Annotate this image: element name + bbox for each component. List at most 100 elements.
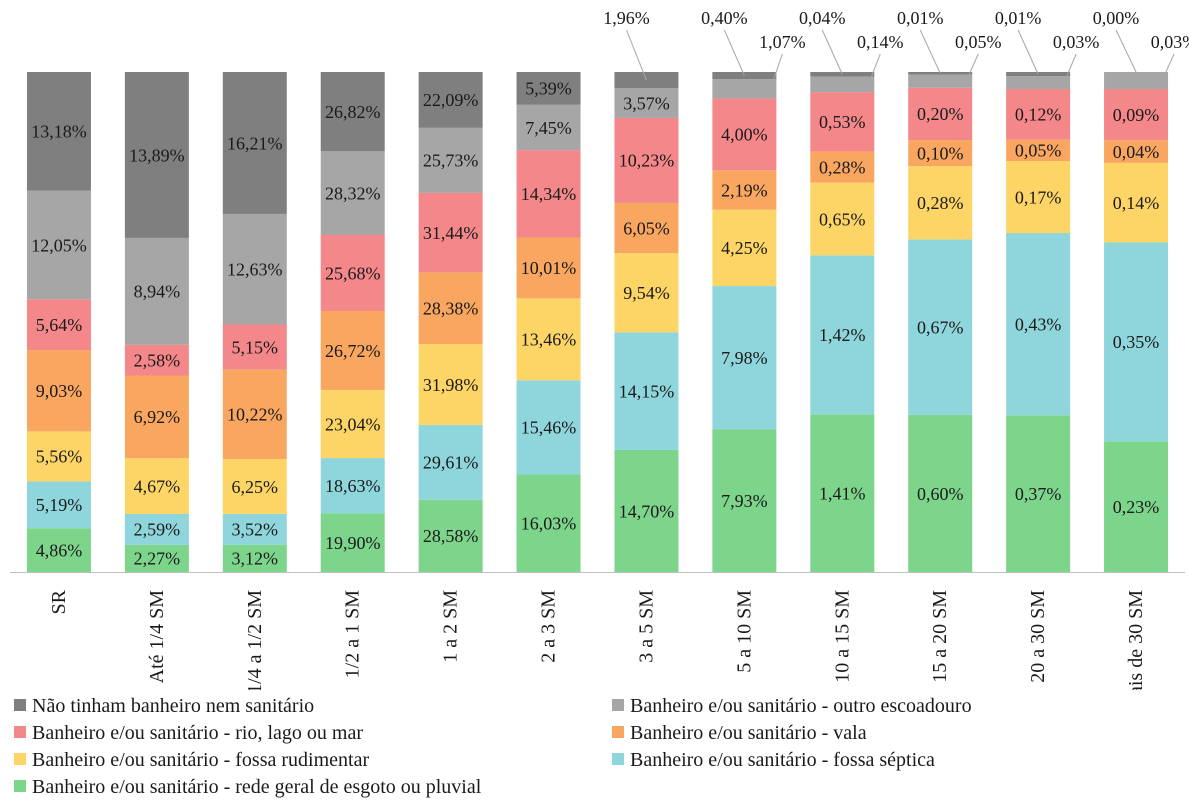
bar-segment xyxy=(320,151,385,236)
data-label: 13,18% xyxy=(31,122,87,142)
data-label: 5,56% xyxy=(36,447,83,467)
data-label: 7,93% xyxy=(721,491,768,511)
data-label: 6,05% xyxy=(623,218,670,238)
data-label: 0,23% xyxy=(1113,497,1160,517)
bar-segment xyxy=(516,150,581,238)
data-label: 9,54% xyxy=(623,283,670,303)
data-label: 0,28% xyxy=(819,157,866,177)
bar-segment xyxy=(222,369,287,460)
legend-item: Banheiro e/ou sanitário - fossa rudiment… xyxy=(14,748,369,772)
leader-line xyxy=(919,29,941,74)
data-label: 3,12% xyxy=(232,549,279,569)
legend-label: Banheiro e/ou sanitário - vala xyxy=(630,722,867,744)
data-label: 0,03% xyxy=(1053,32,1100,52)
bar-segment xyxy=(712,170,777,210)
data-label: 14,34% xyxy=(521,184,577,204)
bar-segment xyxy=(614,88,679,118)
bar-segment xyxy=(320,310,385,390)
bar-segment xyxy=(516,104,581,151)
data-label: 31,44% xyxy=(423,223,479,243)
legend-swatch xyxy=(612,753,624,765)
bar-segment xyxy=(614,202,679,254)
data-label: 5,19% xyxy=(36,495,83,515)
data-label: 4,86% xyxy=(36,540,83,560)
bar-segment xyxy=(124,237,189,345)
data-label: 9,03% xyxy=(36,381,83,401)
leader-line xyxy=(1115,29,1137,73)
data-label: 7,45% xyxy=(525,118,572,138)
bar-segment xyxy=(124,458,189,514)
bar-segment xyxy=(908,140,973,167)
data-label: 2,27% xyxy=(134,549,181,569)
bar-segment xyxy=(26,190,91,300)
data-label: 13,89% xyxy=(129,145,185,165)
bar-segment xyxy=(712,429,777,572)
data-label: 26,82% xyxy=(325,102,381,122)
leader-line xyxy=(723,29,745,76)
stacked-bar-chart: 4,86% 5,19% 5,56% 9,03% 5,64% 12,05% 13,18% SR 2… xyxy=(10,8,1189,713)
bar-segment xyxy=(1104,89,1169,141)
legend-label: Banheiro e/ou sanitário - rede geral de … xyxy=(32,776,482,798)
bar-segment xyxy=(222,213,287,325)
bar-segment xyxy=(124,513,189,545)
legend-swatch xyxy=(14,780,26,792)
leader-line xyxy=(1063,53,1077,83)
bar-segment xyxy=(320,389,385,459)
bar-segment xyxy=(516,237,581,299)
bar-segment xyxy=(1104,140,1169,163)
data-label: 4,67% xyxy=(134,476,181,496)
category-label: 5 a 10 SM xyxy=(733,590,755,673)
data-label: 0,37% xyxy=(1015,484,1062,504)
category-label: 10 a 15 SM xyxy=(831,590,853,683)
data-label: 0,43% xyxy=(1015,314,1062,334)
category-label: 3 a 5 SM xyxy=(635,590,657,663)
data-label: 0,67% xyxy=(917,318,964,338)
leader-line xyxy=(769,53,783,89)
data-label: 31,98% xyxy=(423,375,479,395)
category-label: Mais de 30 SM xyxy=(1125,590,1147,690)
category-label: 20 a 30 SM xyxy=(1027,590,1049,683)
data-label: 12,63% xyxy=(227,260,283,280)
data-label: 3,52% xyxy=(232,520,279,540)
data-label: 25,68% xyxy=(325,263,381,283)
legend-label: Banheiro e/ou sanitário - fossa rudiment… xyxy=(32,749,370,771)
legend-swatch xyxy=(612,726,624,738)
bar-segment xyxy=(320,72,385,152)
data-label: 0,10% xyxy=(917,143,964,163)
bar-segment xyxy=(222,72,287,214)
bar-segment xyxy=(614,117,679,203)
bar-segment xyxy=(1104,441,1169,572)
bar-segment xyxy=(1006,160,1071,234)
bar-segment xyxy=(810,182,875,256)
bar-segment xyxy=(124,344,189,376)
bar-segment xyxy=(26,431,91,482)
bar-segment xyxy=(516,474,581,572)
bar-segment xyxy=(614,449,679,572)
data-label: 0,09% xyxy=(1113,105,1160,125)
legend-item: Banheiro e/ou sanitário - vala xyxy=(612,721,867,745)
bar-segment xyxy=(1104,242,1169,442)
data-label: 10,22% xyxy=(227,405,283,425)
data-label: 10,01% xyxy=(521,258,577,278)
legend-label: Banheiro e/ou sanitário - fossa séptica xyxy=(630,749,935,771)
data-label: 0,60% xyxy=(917,484,964,504)
data-label: 2,58% xyxy=(134,350,181,370)
data-label: 22,09% xyxy=(423,90,479,110)
legend-label: Banheiro e/ou sanitário - outro escoadou… xyxy=(630,695,972,717)
bar-segment xyxy=(418,192,483,273)
bar-segment xyxy=(26,350,91,432)
data-label: 0,28% xyxy=(917,193,964,213)
bar-segment xyxy=(1104,72,1169,90)
category-label: 15 a 20 SM xyxy=(929,590,951,683)
data-label: 18,63% xyxy=(325,476,381,496)
bar-segment xyxy=(908,414,973,572)
bar-segment xyxy=(810,76,875,93)
category-label: Até 1/4 SM xyxy=(146,590,168,684)
bar-segment xyxy=(418,499,483,572)
bar-segment xyxy=(712,98,777,171)
bar-segment xyxy=(320,235,385,311)
bar-segment xyxy=(712,286,777,430)
bar-segment xyxy=(26,72,91,191)
data-label: 23,04% xyxy=(325,414,381,434)
